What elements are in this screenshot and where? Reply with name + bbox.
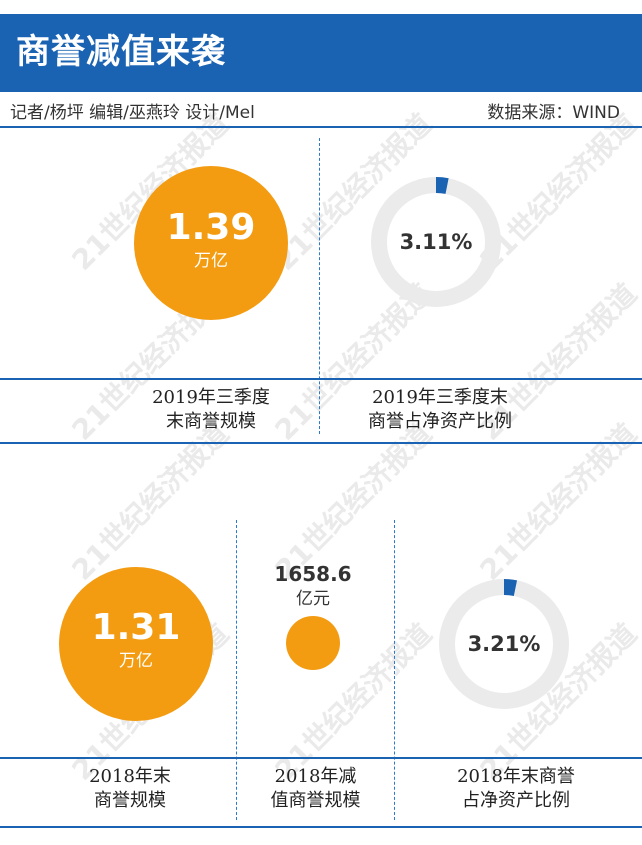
value-2019-scale: 1.39 xyxy=(166,207,256,248)
donut-2018-ratio xyxy=(439,579,569,709)
label-2019-scale-line1: 2019年三季度 xyxy=(152,387,270,408)
unit-2019-scale: 万亿 xyxy=(194,251,228,271)
bubble-2018-scale xyxy=(59,567,213,721)
donut-2019-ratio xyxy=(371,176,501,307)
credits: 记者/杨坪 编辑/巫燕玲 设计/Mel xyxy=(10,103,255,123)
label-2018-scale-line1: 2018年末 xyxy=(89,766,171,787)
unit-2018-scale: 万亿 xyxy=(119,651,153,671)
value-2018-impairment: 1658.6 xyxy=(274,562,352,586)
pct-2018-ratio: 3.21% xyxy=(467,632,541,656)
column-divider xyxy=(394,520,395,820)
label-2019-ratio-line1: 2019年三季度末 xyxy=(372,387,508,408)
donut-value-arc xyxy=(435,176,449,194)
label-2018-ratio-line1: 2018年末商誉 xyxy=(457,766,575,787)
bubble-2019-scale xyxy=(134,166,288,320)
column-divider xyxy=(236,520,237,820)
pct-2019-ratio: 3.11% xyxy=(399,230,473,254)
divider-line xyxy=(0,826,642,828)
label-2018-scale-line2: 商誉规模 xyxy=(94,790,166,811)
header-bar xyxy=(0,14,642,92)
data-source: 数据来源：WIND xyxy=(487,103,620,123)
unit-2018-impairment: 亿元 xyxy=(296,589,330,609)
column-divider xyxy=(319,138,320,434)
label-2018-ratio-line2: 占净资产比例 xyxy=(462,790,570,811)
divider-line xyxy=(0,757,642,759)
divider-line xyxy=(0,378,642,380)
label-2019-scale-line2: 末商誉规模 xyxy=(166,411,256,432)
divider-line xyxy=(0,442,642,444)
donut-value-arc xyxy=(503,579,518,597)
page-title: 商誉减值来袭 xyxy=(16,32,226,72)
bubble-2018-impairment xyxy=(286,616,340,670)
divider-line xyxy=(0,126,642,128)
value-2018-scale: 1.31 xyxy=(91,607,181,648)
label-2018-impairment-line2: 值商誉规模 xyxy=(270,790,361,811)
label-2019-ratio-line2: 商誉占净资产比例 xyxy=(368,411,512,432)
label-2018-impairment-line1: 2018年减 xyxy=(274,766,357,787)
